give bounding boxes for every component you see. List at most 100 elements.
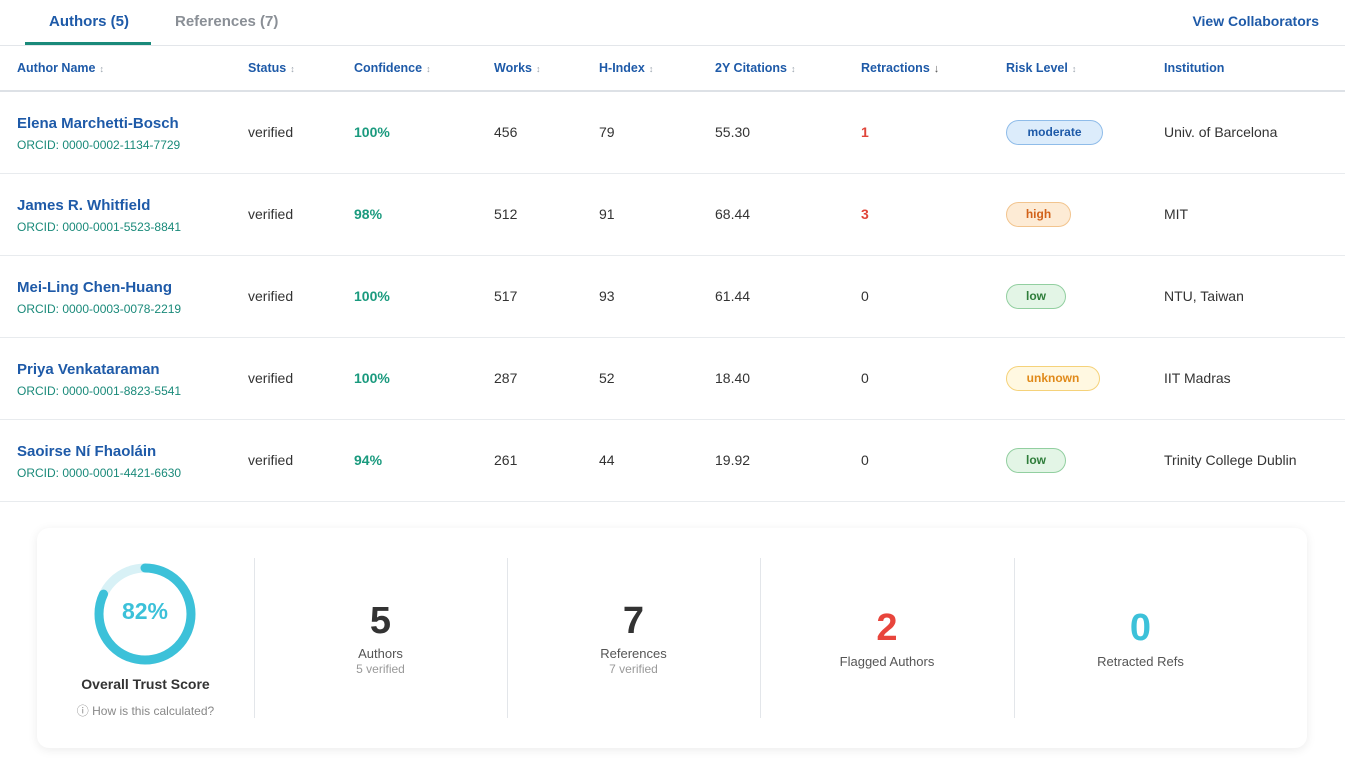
sort-icon: ↕: [791, 64, 796, 74]
sort-icon: ↕: [290, 64, 295, 74]
column-header-risk-level[interactable]: Risk Level ↕: [1006, 61, 1077, 75]
confidence-cell: 98%: [354, 206, 383, 222]
table-row: Elena Marchetti-Bosch ORCID: 0000-0002-11…: [0, 92, 1345, 174]
citations-cell: 61.44: [715, 288, 751, 304]
column-header-h-index[interactable]: H-Index ↕: [599, 61, 654, 75]
trust-score-value: 82%: [121, 598, 169, 624]
stat-retracted-refs: 0 Retracted Refs: [1014, 528, 1267, 748]
stat-value: 7: [622, 600, 645, 642]
author-name-link[interactable]: Priya Venkataraman: [17, 361, 160, 378]
stat-sub: 5 verified: [356, 662, 405, 676]
author-name-link[interactable]: Saoirse Ní Fhaoláin: [17, 443, 157, 460]
risk-level-badge: low: [1006, 448, 1066, 473]
stat-label: Flagged Authors: [839, 654, 935, 669]
column-header-confidence[interactable]: Confidence ↕: [354, 61, 431, 75]
column-header-author-name[interactable]: Author Name ↕: [17, 61, 104, 75]
orcid-link[interactable]: ORCID: 0000-0001-4421-6630: [17, 466, 182, 480]
table-header: Author Name ↕ Status ↕ Confidence ↕ Works ↕ …: [0, 46, 1345, 92]
works-cell: 261: [494, 452, 518, 468]
works-cell: 512: [494, 206, 518, 222]
progress-ring-icon: [94, 563, 196, 665]
citations-cell: 19.92: [715, 452, 751, 468]
retractions-cell: 1: [861, 124, 869, 140]
h-index-cell: 79: [599, 124, 615, 140]
divider: [1014, 558, 1015, 718]
column-header-works[interactable]: Works ↕: [494, 61, 541, 75]
tab-authors[interactable]: Authors (5): [49, 13, 129, 30]
column-header-institution: Institution: [1164, 61, 1225, 75]
institution-cell: Trinity College Dublin: [1164, 452, 1297, 468]
risk-level-badge: high: [1006, 202, 1071, 227]
stat-references: 7 References 7 verified: [507, 528, 760, 748]
tab-bar: Authors (5) References (7) View Collabor…: [0, 0, 1345, 46]
h-index-cell: 44: [599, 452, 615, 468]
works-cell: 517: [494, 288, 518, 304]
how-calculated-link[interactable]: ⓘ How is this calculated?: [76, 704, 215, 718]
works-cell: 287: [494, 370, 518, 386]
sort-icon: ↕: [648, 64, 654, 74]
sort-icon: ↕: [426, 64, 431, 74]
works-cell: 456: [494, 124, 518, 140]
trust-score-label: Overall Trust Score: [81, 676, 210, 692]
stat-value: 0: [1129, 607, 1152, 649]
confidence-cell: 94%: [354, 452, 383, 468]
h-index-cell: 91: [599, 206, 615, 222]
column-header-retractions[interactable]: Retractions ↓: [861, 61, 940, 75]
trust-score-ring: 82%: [93, 562, 197, 666]
status-cell: verified: [248, 124, 294, 140]
sort-icon: ↕: [99, 64, 104, 74]
stat-label: Authors: [358, 646, 403, 661]
h-index-cell: 93: [599, 288, 615, 304]
citations-cell: 68.44: [715, 206, 751, 222]
author-name-link[interactable]: Elena Marchetti-Bosch: [17, 115, 179, 132]
table-row: Priya Venkataraman ORCID: 0000-0001-8823-…: [0, 338, 1345, 420]
orcid-link[interactable]: ORCID: 0000-0002-1134-7729: [17, 138, 181, 152]
stat-label: Retracted Refs: [1097, 654, 1184, 669]
orcid-link[interactable]: ORCID: 0000-0003-0078-2219: [17, 302, 182, 316]
author-name-link[interactable]: Mei-Ling Chen-Huang: [17, 279, 172, 296]
confidence-cell: 100%: [354, 370, 390, 386]
divider: [507, 558, 508, 718]
table-row: Saoirse Ní Fhaoláin ORCID: 0000-0001-4421…: [0, 420, 1345, 502]
risk-level-badge: unknown: [1006, 366, 1100, 391]
retractions-cell: 0: [861, 288, 869, 304]
summary-card: 82% Overall Trust Score ⓘ How is this ca…: [37, 528, 1307, 748]
orcid-link[interactable]: ORCID: 0000-0001-5523-8841: [17, 220, 182, 234]
institution-cell: Univ. of Barcelona: [1164, 124, 1278, 140]
institution-cell: MIT: [1164, 206, 1189, 222]
retractions-cell: 0: [861, 370, 869, 386]
table-row: James R. Whitfield ORCID: 0000-0001-5523-…: [0, 174, 1345, 256]
divider: [254, 558, 255, 718]
view-collaborators-link[interactable]: View Collaborators: [1192, 13, 1319, 29]
stat-value: 2: [876, 607, 898, 649]
tab-references[interactable]: References (7): [175, 13, 279, 30]
retractions-cell: 0: [861, 452, 869, 468]
orcid-link[interactable]: ORCID: 0000-0001-8823-5541: [17, 384, 182, 398]
stat-value: 5: [369, 600, 392, 642]
status-cell: verified: [248, 206, 294, 222]
h-index-cell: 52: [599, 370, 615, 386]
author-name-link[interactable]: James R. Whitfield: [17, 197, 151, 214]
ring-progress: [94, 563, 196, 665]
institution-cell: IIT Madras: [1164, 370, 1231, 386]
retractions-cell: 3: [861, 206, 869, 222]
status-cell: verified: [248, 370, 294, 386]
status-cell: verified: [248, 288, 294, 304]
citations-cell: 18.40: [715, 370, 751, 386]
stat-label: References: [600, 646, 667, 661]
sort-icon: ↕: [1071, 64, 1077, 74]
sort-icon: ↕: [535, 64, 541, 74]
column-header-2y-citations[interactable]: 2Y Citations ↕: [715, 61, 796, 75]
active-tab-indicator: [25, 42, 151, 45]
risk-level-badge: moderate: [1006, 120, 1103, 145]
risk-level-badge: low: [1006, 284, 1066, 309]
stat-sub: 7 verified: [609, 662, 658, 676]
table-row: Mei-Ling Chen-Huang ORCID: 0000-0003-0078…: [0, 256, 1345, 338]
citations-cell: 55.30: [715, 124, 751, 140]
stat-flagged-authors: 2 Flagged Authors: [760, 528, 1014, 748]
institution-cell: NTU, Taiwan: [1164, 288, 1244, 304]
confidence-cell: 100%: [354, 288, 390, 304]
sort-desc-icon: ↓: [933, 63, 940, 75]
divider: [760, 558, 761, 718]
column-header-status[interactable]: Status ↕: [248, 61, 295, 75]
